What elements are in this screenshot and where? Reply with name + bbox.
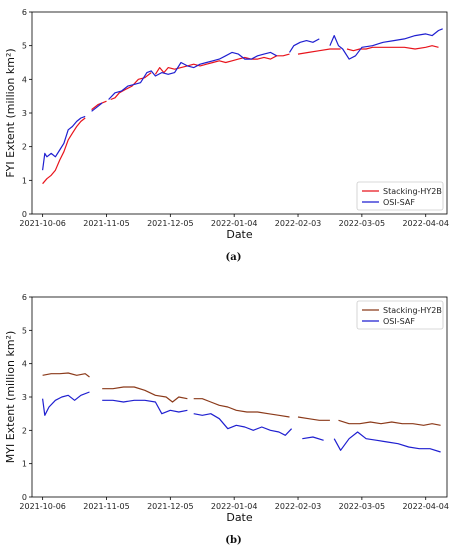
chart-panel-0: 0 1 2 3 4 5 6 2021-10-06 2021-11-05 2021-12-05 202…	[4, 8, 449, 263]
y-tick-label: 2	[22, 143, 27, 152]
legend-entry: OSI-SAF	[383, 317, 415, 326]
x-tick-label: 2022-02-03	[275, 502, 322, 511]
legend-entry: OSI-SAF	[383, 198, 415, 207]
panel-label: (a)	[226, 252, 242, 263]
y-tick-label: 6	[22, 293, 27, 302]
series-line-0	[42, 372, 441, 426]
x-tick-label: 2021-11-05	[83, 502, 130, 511]
x-tick-label: 2021-11-05	[83, 219, 130, 228]
x-tick-label: 2022-02-03	[275, 219, 322, 228]
x-tick-label: 2022-04-04	[402, 219, 449, 228]
panel-label: (b)	[225, 535, 241, 546]
x-axis-label: Date	[226, 228, 253, 241]
x-tick-label: 2021-12-05	[147, 219, 194, 228]
y-tick-label: 1	[22, 176, 27, 185]
y-tick-label: 0	[22, 210, 27, 219]
y-tick-label: 3	[22, 393, 27, 402]
y-tick-label: 5	[22, 42, 27, 51]
chart-panel-1: 0 1 2 3 4 5 6 2021-10-06 2021-11-05 2021-12-05 202…	[4, 293, 449, 546]
x-tick-label: 2022-03-05	[339, 502, 386, 511]
y-axis-label: FYI Extent (million km²)	[4, 48, 17, 177]
y-tick-label: 1	[22, 460, 27, 469]
series-line-1	[42, 28, 443, 171]
y-tick-label: 3	[22, 109, 27, 118]
legend-entry: Stacking-HY2B	[383, 306, 442, 315]
x-tick-label: 2022-01-04	[211, 219, 258, 228]
x-tick-label: 2021-10-06	[19, 219, 66, 228]
x-tick-label: 2022-04-04	[402, 502, 449, 511]
x-tick-label: 2021-12-05	[147, 502, 194, 511]
x-tick-label: 2022-03-05	[339, 219, 386, 228]
y-tick-label: 5	[22, 326, 27, 335]
legend	[356, 181, 444, 211]
series-line-0	[42, 45, 439, 185]
y-tick-label: 2	[22, 426, 27, 435]
y-tick-label: 4	[22, 75, 27, 84]
legend	[356, 300, 444, 330]
x-tick-label: 2022-01-04	[211, 502, 258, 511]
y-tick-label: 6	[22, 8, 27, 17]
y-axis-label: MYI Extent (million km²)	[4, 331, 17, 464]
series-line-1	[42, 391, 441, 453]
x-tick-label: 2021-10-06	[19, 502, 66, 511]
x-axis-label: Date	[226, 511, 253, 524]
y-tick-label: 0	[22, 493, 27, 502]
y-tick-label: 4	[22, 360, 27, 369]
legend-entry: Stacking-HY2B	[383, 187, 442, 196]
